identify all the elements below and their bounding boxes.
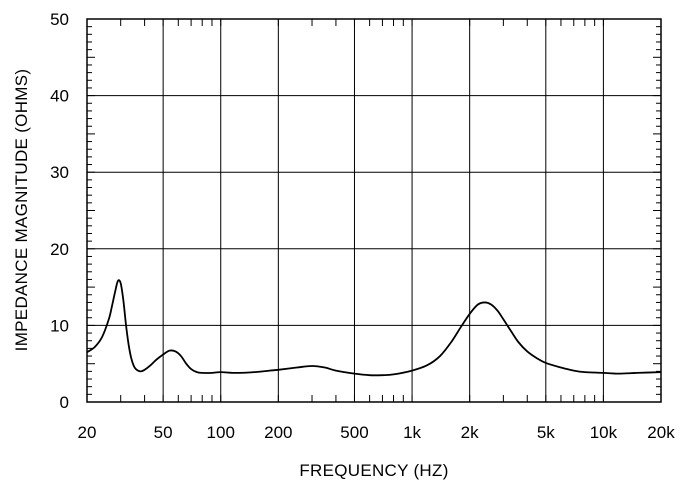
y-tick-label: 50 xyxy=(50,10,69,29)
plot-frame xyxy=(86,18,662,403)
y-axis-title: IMPEDANCE MAGNITUDE (OHMS) xyxy=(12,69,31,352)
x-tick-label: 20k xyxy=(647,423,675,442)
x-tick-label: 20 xyxy=(78,423,97,442)
minor-tick-layer xyxy=(86,18,662,403)
grid-layer xyxy=(86,18,662,403)
y-tick-label: 20 xyxy=(50,240,69,259)
tick-label-layer: 20 50 100 200 500 1k 2k 5k 10k 20k 0 10 20 30 40 50 xyxy=(50,10,675,442)
impedance-curve xyxy=(86,279,662,377)
x-axis-title: FREQUENCY (HZ) xyxy=(299,461,448,480)
x-tick-label: 50 xyxy=(154,423,173,442)
y-tick-label: 40 xyxy=(50,87,69,106)
x-tick-label: 200 xyxy=(264,423,292,442)
y-tick-label: 10 xyxy=(50,316,69,335)
x-tick-label: 5k xyxy=(537,423,555,442)
x-tick-label: 100 xyxy=(207,423,235,442)
x-tick-label: 500 xyxy=(340,423,368,442)
x-tick-label: 2k xyxy=(461,423,479,442)
x-tick-label: 10k xyxy=(590,423,618,442)
y-tick-label: 30 xyxy=(50,163,69,182)
series-layer xyxy=(86,279,662,377)
x-tick-label: 1k xyxy=(403,423,421,442)
y-tick-label: 0 xyxy=(60,393,69,412)
